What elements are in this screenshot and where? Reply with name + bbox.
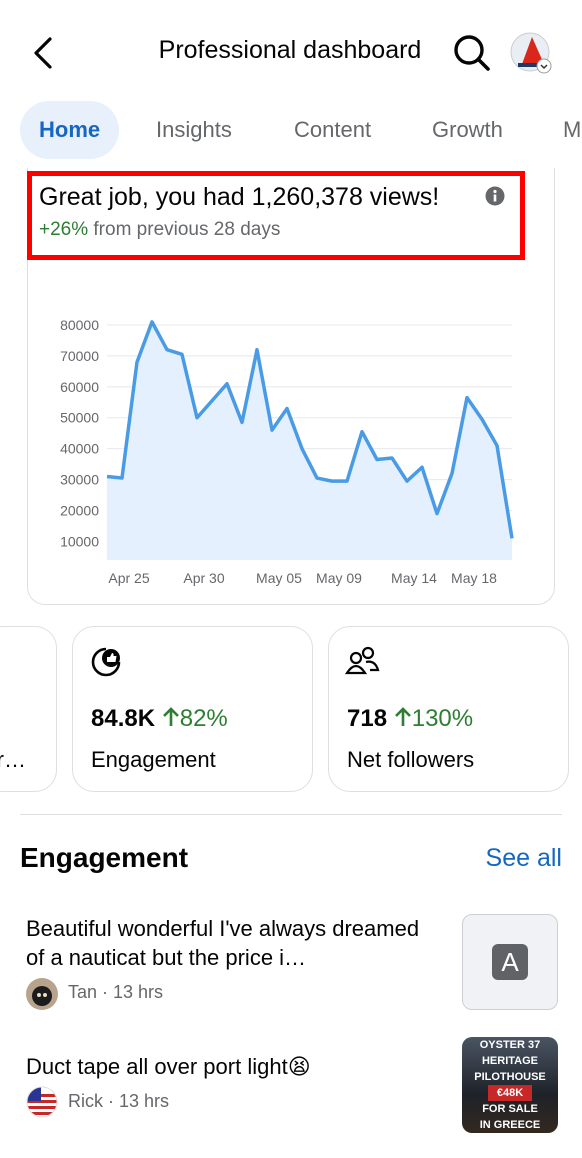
tab[interactable]: Home [20, 101, 120, 159]
tab[interactable]: Content [294, 117, 372, 142]
y-tick-label: 20000 [60, 503, 99, 519]
post-text[interactable]: Beautiful wonderful I've always dreamed … [26, 916, 420, 970]
x-tick-label: May 09 [316, 570, 362, 586]
y-tick-label: 10000 [60, 533, 99, 549]
thumbnail-text: PILOTHOUSE [474, 1071, 546, 1083]
metric-change: 130% [411, 705, 474, 732]
thumbnail-text: IN GREECE [479, 1119, 541, 1131]
back-button[interactable] [30, 36, 58, 70]
metric-value: 718 130% [347, 705, 473, 733]
headline: Great job, you had 1,260,378 views! [39, 183, 440, 211]
metric-card[interactable]: 84.8K 82% Engagement [72, 626, 313, 792]
post-meta: Rick · 13 hrs [68, 1091, 170, 1111]
area-line [106, 320, 514, 539]
metric-number: 718 [347, 705, 388, 732]
metric-number: 84.8K [91, 705, 156, 732]
x-tick-label: Apr 30 [183, 570, 224, 586]
post-thumbnail[interactable]: OYSTER 37 HERITAGE PILOTHOUSE €48K FOR SALE I… [462, 1037, 558, 1133]
y-tick-label: 80000 [60, 317, 99, 333]
metric-value: 84.8K 82% [91, 705, 228, 733]
y-tick-label: 30000 [60, 472, 99, 488]
metric-card[interactable]: ar… [0, 626, 57, 792]
up-arrow [394, 707, 411, 726]
section-title: Engagement [20, 842, 189, 873]
chart-card [27, 168, 555, 605]
y-tick-label: 40000 [60, 441, 99, 457]
chart: 10000 20000 30000 40000 50000 60000 70000 80000… [60, 317, 514, 586]
y-tick-label: 50000 [60, 410, 99, 426]
tab[interactable]: Growth [432, 117, 503, 142]
metric-change: 82% [179, 705, 228, 732]
x-tick-label: Apr 25 [108, 570, 149, 586]
up-arrow [162, 707, 179, 726]
followers-icon [345, 646, 380, 675]
y-tick-label: 60000 [60, 379, 99, 395]
tab[interactable]: Insights [156, 117, 232, 142]
profile-avatar[interactable] [510, 32, 554, 74]
page-title: Professional dashboard [158, 36, 422, 64]
search-button[interactable] [452, 33, 492, 73]
thumbnail-letter: A [492, 944, 528, 980]
comparison-text: from previous 28 days [93, 219, 281, 240]
area-fill [107, 321, 512, 560]
x-tick-label: May 18 [451, 570, 497, 586]
comparison: +26% from previous 28 days [39, 219, 280, 241]
metric-label: ar… [0, 747, 26, 772]
post-text[interactable]: Duct tape all over port light😫 [26, 1054, 311, 1079]
thumbnail-text: HERITAGE [481, 1055, 539, 1067]
post-meta: Tan · 13 hrs [68, 982, 164, 1002]
info-icon[interactable] [485, 186, 507, 208]
author-avatar [26, 1086, 58, 1118]
y-tick-label: 70000 [60, 348, 99, 364]
author-avatar [26, 978, 58, 1010]
metric-card[interactable]: 718 130% Net followers [328, 626, 569, 792]
metric-label: Net followers [347, 747, 475, 772]
change: +26% [39, 219, 89, 240]
x-tick-label: May 05 [256, 570, 302, 586]
thumbnail-text: FOR SALE [482, 1103, 538, 1115]
thumbnail-text: €48K [488, 1085, 532, 1101]
see-all-link[interactable]: See all [485, 844, 562, 872]
metric-label: Engagement [91, 747, 216, 772]
x-tick-label: May 14 [391, 570, 437, 586]
post-thumbnail[interactable]: A [462, 914, 558, 1010]
tab[interactable]: M [563, 117, 582, 142]
highlight-box [27, 171, 525, 260]
engagement-icon [91, 647, 121, 677]
thumbnail-text: OYSTER 37 [479, 1039, 541, 1051]
divider [20, 814, 562, 815]
